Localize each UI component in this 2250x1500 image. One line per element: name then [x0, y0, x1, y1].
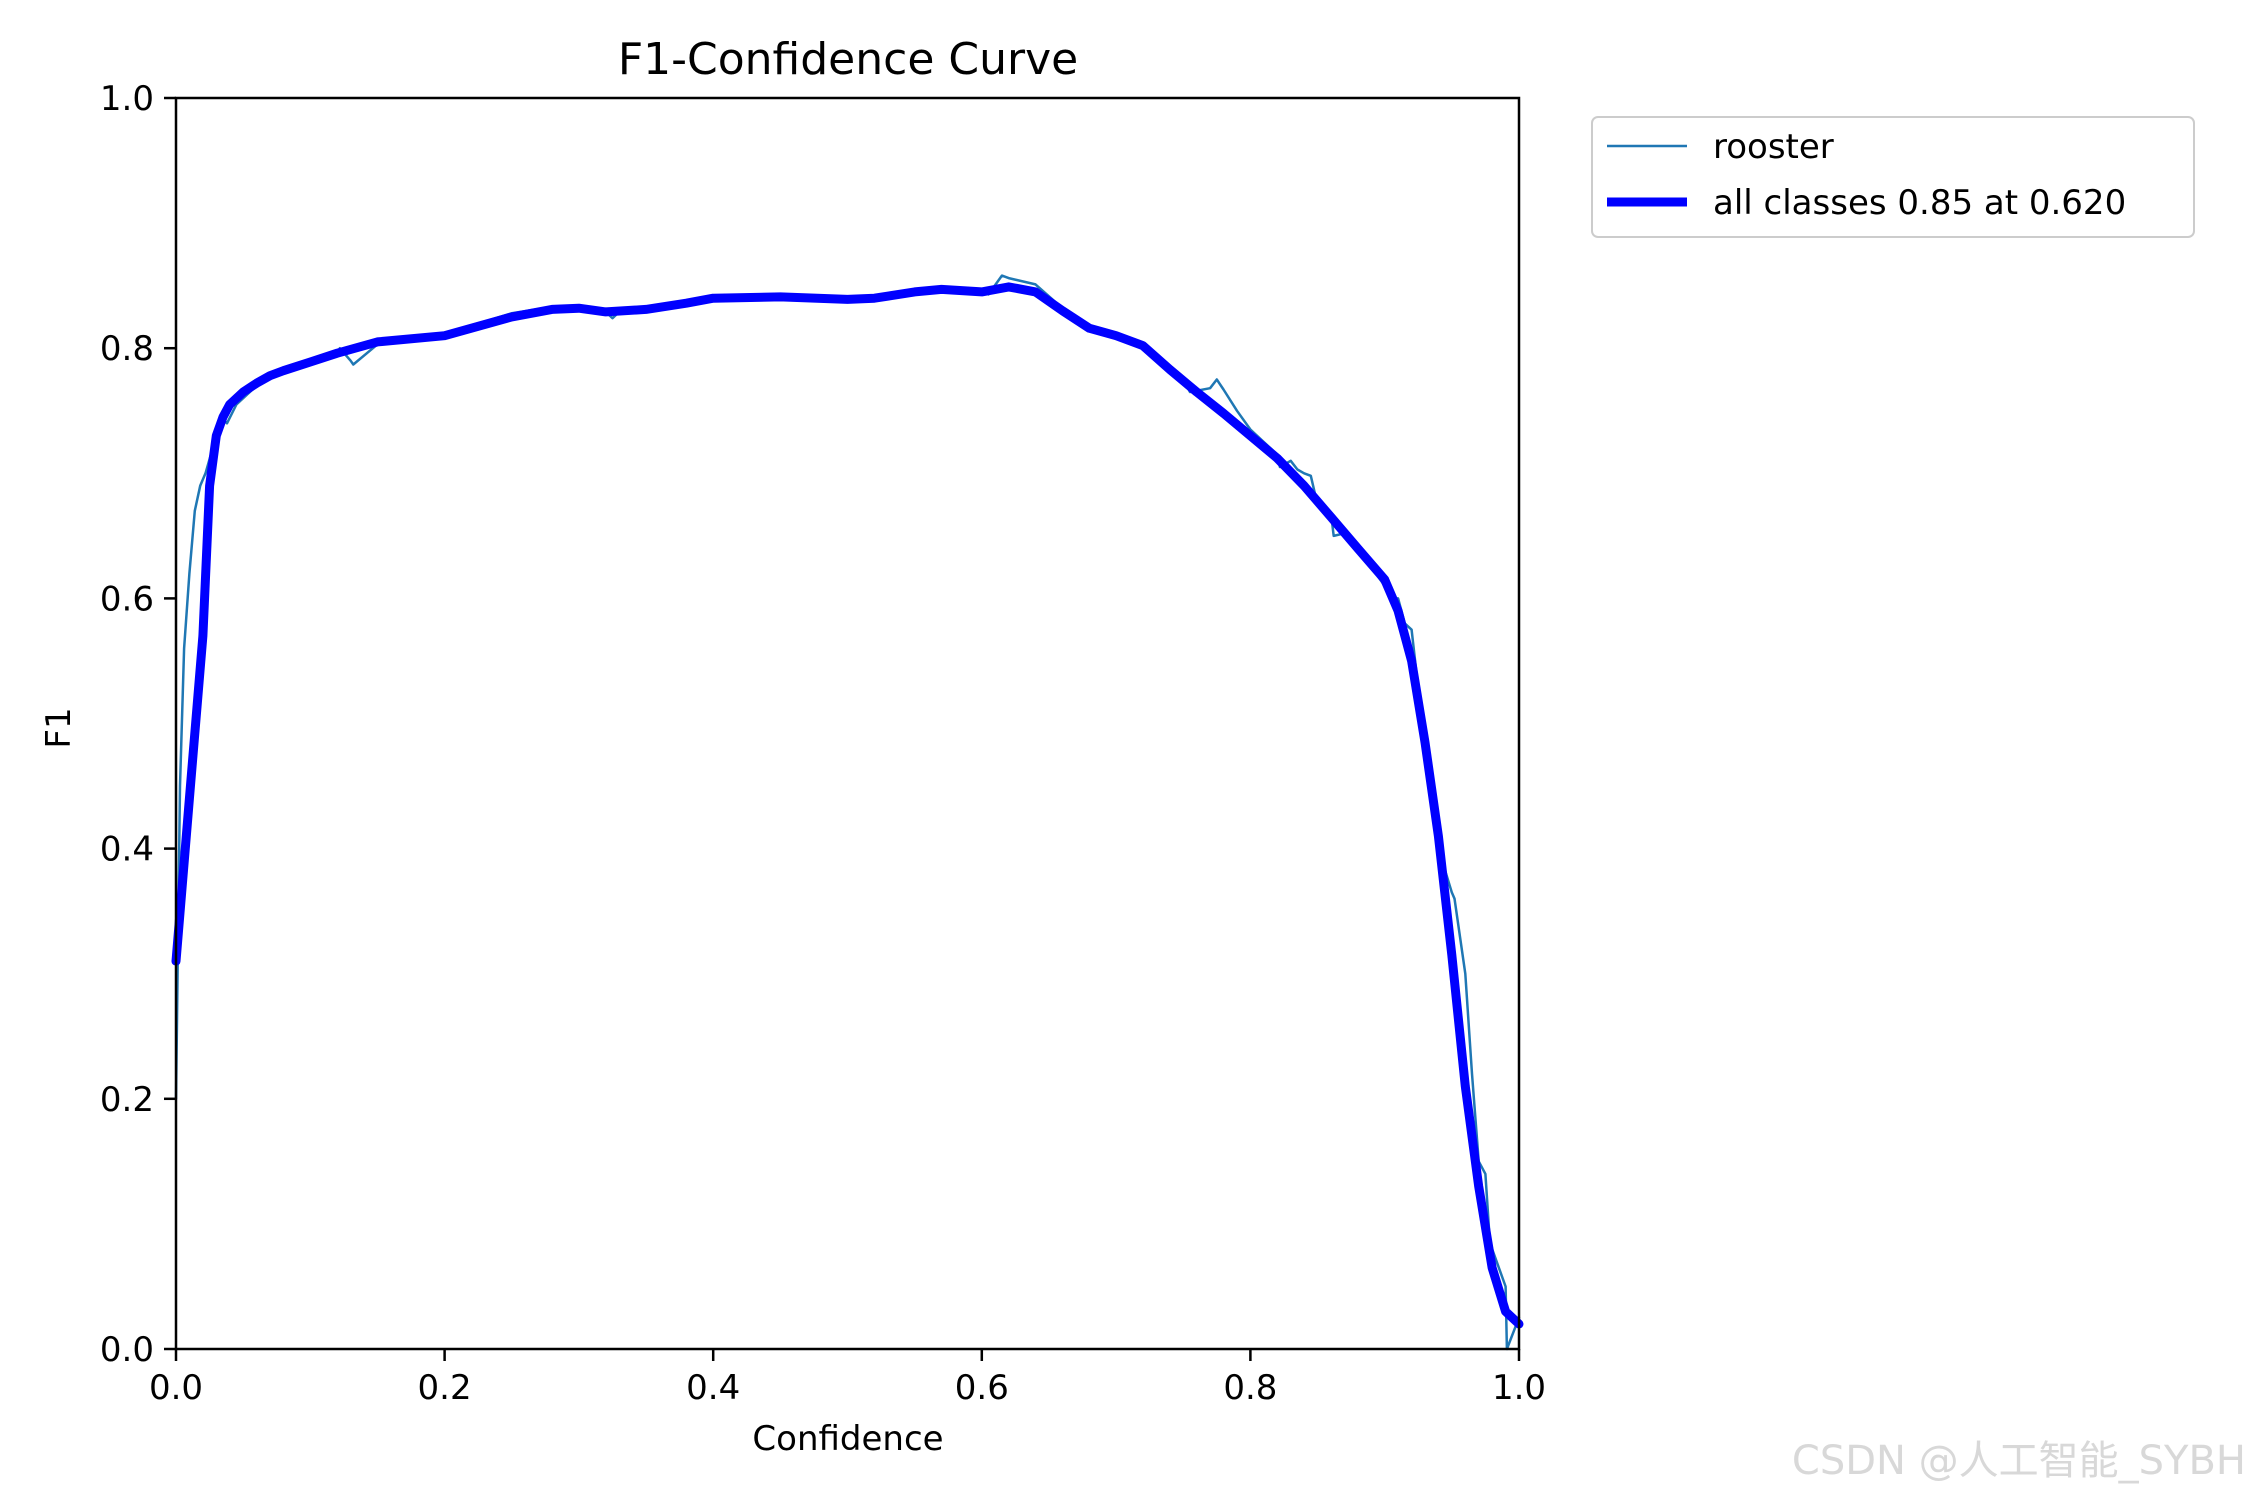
- x-tick-label: 0.8: [1223, 1368, 1277, 1408]
- x-tick-label: 0.6: [955, 1368, 1009, 1408]
- series-line-rooster: [174, 274, 1521, 1351]
- legend: rooster all classes 0.85 at 0.620: [1591, 116, 2195, 238]
- y-tick-label: 0.4: [100, 830, 154, 870]
- x-tick-label: 0.0: [149, 1368, 203, 1408]
- x-axis-label: Confidence: [752, 1419, 943, 1459]
- y-axis-label: F1: [39, 707, 79, 748]
- legend-label-rooster: rooster: [1713, 127, 1834, 167]
- watermark: CSDN @人工智能_SYBH: [1791, 1438, 2246, 1484]
- x-tick-label: 1.0: [1492, 1368, 1546, 1408]
- legend-label-all-classes: all classes 0.85 at 0.620: [1713, 183, 2126, 223]
- y-tick-label: 0.2: [100, 1080, 154, 1120]
- x-tick-label: 0.2: [418, 1368, 472, 1408]
- y-tick-label: 1.0: [100, 79, 154, 119]
- series-layer: [171, 274, 1524, 1351]
- y-tick-label: 0.8: [100, 329, 154, 369]
- plot-frame: [174, 96, 1521, 1351]
- y-tick-label: 0.0: [100, 1330, 154, 1370]
- x-tick-label: 0.4: [686, 1368, 740, 1408]
- legend-box: [1591, 116, 2195, 238]
- chart-title: F1-Confidence Curve: [618, 34, 1078, 85]
- series-line-all-classes: [171, 282, 1524, 1329]
- x-axis-ticks: 0.0 0.2 0.4 0.6 0.8 1.0: [149, 1349, 1546, 1408]
- y-axis-ticks: 0.0 0.2 0.4 0.6 0.8 1.0: [100, 79, 176, 1370]
- y-tick-label: 0.6: [100, 579, 154, 619]
